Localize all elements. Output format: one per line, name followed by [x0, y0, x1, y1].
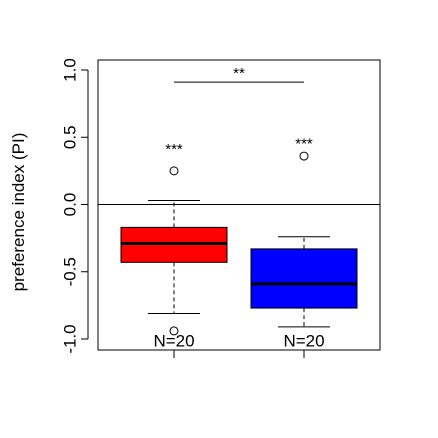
x-axis-ticks [173, 350, 305, 358]
box-group: *** N=20 [250, 135, 358, 351]
significance-label: *** [165, 141, 183, 158]
outlier-point [169, 326, 179, 336]
significance-label: *** [295, 135, 313, 152]
comparison-label: ** [233, 65, 245, 82]
comparison-bracket: ** [174, 65, 304, 83]
y-tick-label: -0.5 [61, 257, 80, 286]
outlier-point [299, 151, 309, 161]
outlier-point [169, 166, 179, 176]
box-iqr [250, 248, 358, 309]
n-label: N=20 [153, 332, 194, 351]
y-tick-label: 0.5 [61, 125, 80, 149]
box-group: *** N=20 [120, 141, 228, 351]
y-tick-label: 0.0 [61, 193, 80, 217]
y-axis-label: preference index (PI) [9, 133, 28, 292]
boxes: *** N=20 *** N=20 [120, 135, 358, 351]
n-label: N=20 [283, 332, 324, 351]
y-axis: -1.0 -0.5 0.0 0.5 1.0 [61, 58, 89, 354]
y-tick-label: -1.0 [61, 324, 80, 353]
y-tick-label: 1.0 [61, 58, 80, 82]
